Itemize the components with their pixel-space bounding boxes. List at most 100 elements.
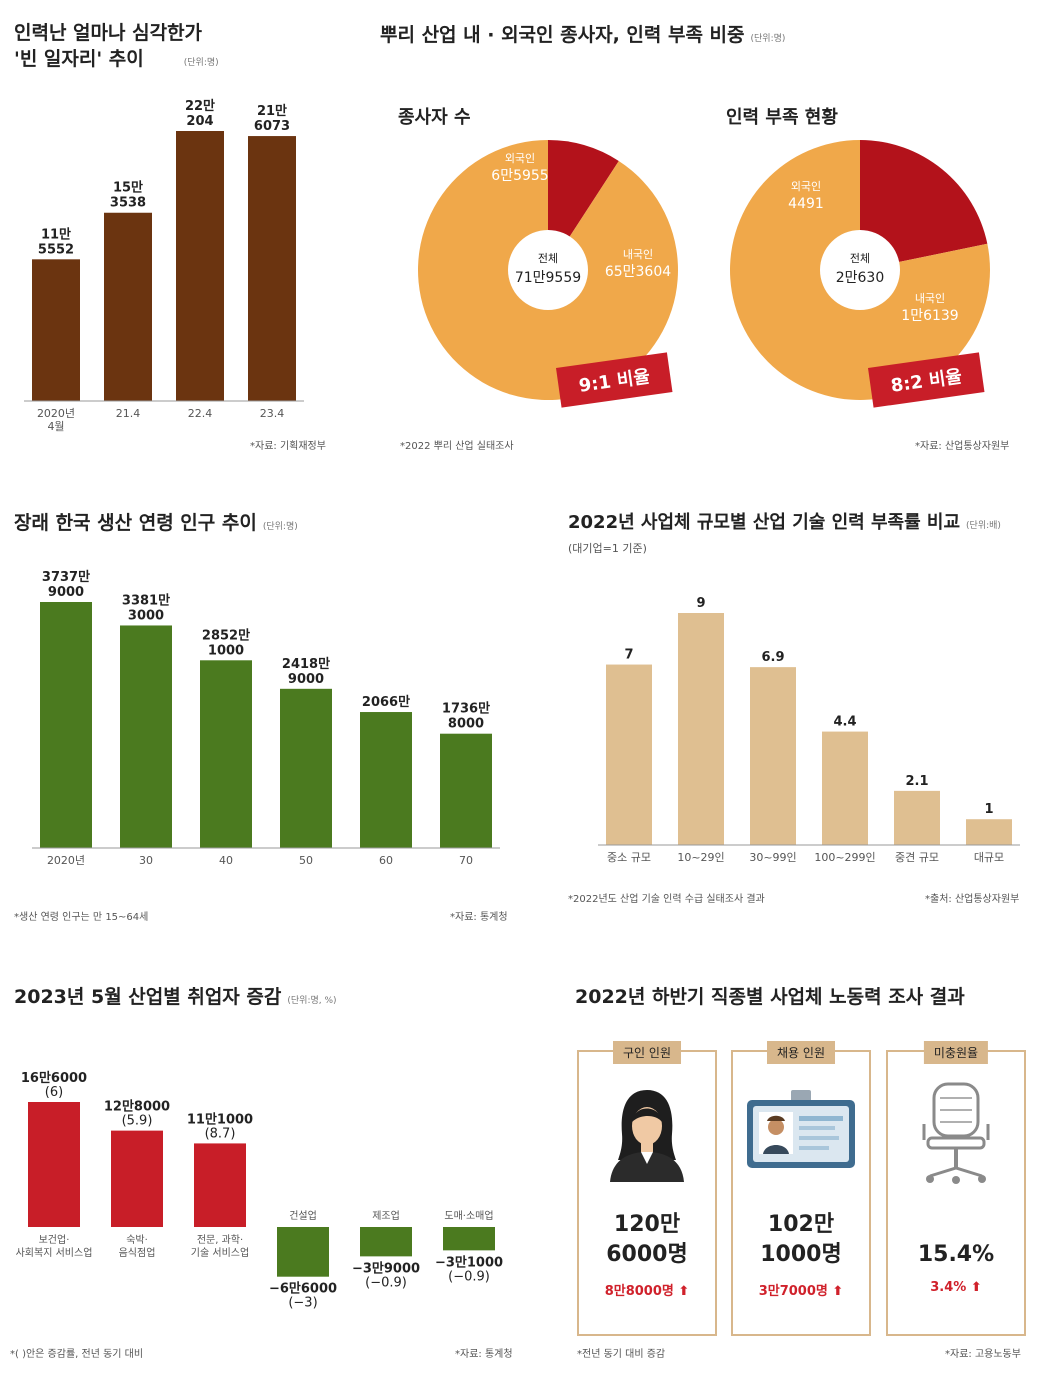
panel1-title-line1: 인력난 얼마나 심각한가 xyxy=(14,22,203,44)
data-label-shortage_rate-5: 1 xyxy=(984,802,993,817)
bar-population-5 xyxy=(440,733,492,848)
data-label-shortage_rate-3: 4.4 xyxy=(833,715,856,730)
tick-label-population-4: 60 xyxy=(379,854,393,867)
data-label-population-3: 2418만 xyxy=(282,656,330,672)
tick-label-employment-3: 건설업 xyxy=(289,1209,317,1222)
panel5-title-text: 2023년 5월 산업별 취업자 증감 xyxy=(14,986,282,1008)
panel4-unit: (단위:배) xyxy=(966,521,1001,531)
data-label-vacancy-2: 204 xyxy=(186,114,213,129)
bar-employment-4 xyxy=(360,1227,412,1257)
panel6-title: 2022년 하반기 직종별 사업체 노동력 조사 결과 xyxy=(575,986,965,1008)
tick-label-employment-5: 도매·소매업 xyxy=(444,1209,493,1222)
data-label-vacancy-0: 5552 xyxy=(38,242,74,257)
panel3-unit: (단위:명) xyxy=(262,522,298,532)
data-label-population-1: 3000 xyxy=(128,608,164,623)
up-arrow-icon: ⬆ xyxy=(678,1284,690,1299)
bar-employment-1 xyxy=(111,1130,163,1227)
panel5-source: *자료: 통계청 xyxy=(455,1349,513,1360)
tick-label-employment-2: 기술 서비스업 xyxy=(191,1246,249,1259)
job-openings-change: 8만8000명 ⬆ xyxy=(579,1280,715,1299)
donut2-title: 인력 부족 현황 xyxy=(726,107,838,128)
tick-label-vacancy-3: 23.4 xyxy=(260,407,285,420)
panel5-unit: (단위:명, %) xyxy=(287,996,337,1006)
bar-population-1 xyxy=(120,625,172,848)
tick-label-shortage_rate-4: 중견 규모 xyxy=(895,851,939,864)
bar-shortage_rate-3 xyxy=(822,731,868,845)
slice-value-shortage-0: 4491 xyxy=(788,196,824,212)
panel5-title: 2023년 5월 산업별 취업자 증감 (단위:명, %) xyxy=(14,982,337,1009)
bar-vacancy-0 xyxy=(32,259,80,401)
data-label-vacancy-3: 6073 xyxy=(254,119,290,134)
slice-value-shortage-1: 1만6139 xyxy=(901,308,958,324)
bar-employment-0 xyxy=(28,1102,80,1227)
panel4-note: *2022년도 산업 기술 인력 수급 실태조사 결과 xyxy=(568,894,765,905)
bar-shortage_rate-0 xyxy=(606,664,652,845)
job-openings-card: 구인 인원 120만 6000명 8만8000명 ⬆ xyxy=(577,1041,717,1336)
unfilled-rate-change-text: 3.4% xyxy=(930,1280,967,1295)
data-label-shortage_rate-0: 7 xyxy=(624,648,633,663)
tick-label-vacancy-0: 4월 xyxy=(47,420,64,433)
unfilled-rate-value-line2: 15.4% xyxy=(917,1242,995,1267)
hires-value-line2: 1000명 xyxy=(760,1242,842,1267)
bar-shortage_rate-1 xyxy=(678,613,724,845)
hires-change: 3만7000명 ⬆ xyxy=(733,1280,869,1299)
tick-label-shortage_rate-2: 30~99인 xyxy=(749,851,796,864)
panel4-title-text: 2022년 사업체 규모별 산업 기술 인력 부족률 비교 xyxy=(568,512,961,533)
data-label-population-0: 3737만 xyxy=(42,569,90,585)
chair-icon xyxy=(922,1082,990,1184)
ratio-badge-bg-workers xyxy=(556,352,673,408)
data-label-shortage_rate-2: 6.9 xyxy=(761,650,784,665)
tick-label-employment-1: 음식점업 xyxy=(119,1246,156,1259)
data-label-shortage_rate-4: 2.1 xyxy=(905,774,928,789)
bar-employment-5 xyxy=(443,1227,495,1251)
bar-shortage_rate-2 xyxy=(750,667,796,845)
hires-tab: 채용 인원 xyxy=(767,1041,835,1064)
center-value-shortage: 2만630 xyxy=(836,270,885,286)
person-icon xyxy=(610,1090,684,1182)
up-arrow-icon: ⬆ xyxy=(832,1284,844,1299)
tick-label-population-3: 50 xyxy=(299,854,313,867)
slice-value-workers-0: 6만5955 xyxy=(491,168,548,184)
employment-change-chart: 16만6000(6) 보건업·사회복지 서비스업 12만8000(5.9) 숙박·음식… xyxy=(16,1070,503,1311)
bar-population-0 xyxy=(40,602,92,848)
data-label-employment-3: −6만6000 xyxy=(269,1281,337,1297)
panel1-title-line2: '빈 일자리' 추이 (단위:명) xyxy=(14,46,219,76)
slice-label-workers-1: 내국인 xyxy=(623,248,653,261)
slice-label-workers-0: 외국인 xyxy=(505,152,535,165)
slice-value-workers-1: 65만3604 xyxy=(605,264,671,280)
panel6-note: *전년 동기 대비 증감 xyxy=(577,1349,666,1360)
panel2-source-left: *2022 뿌리 산업 실태조사 xyxy=(400,441,514,452)
panel1-title: 인력난 얼마나 심각한가 '빈 일자리' 추이 (단위:명) xyxy=(14,20,219,76)
data-label-employment-0: 16만6000 xyxy=(21,1070,87,1086)
unfilled-rate-card: 미충원율 15.4% 3.4% ⬆ xyxy=(886,1041,1026,1336)
tick-label-employment-1: 숙박· xyxy=(126,1234,148,1246)
data-label-population-4: 2066만 xyxy=(362,694,410,710)
panel1-source: *자료: 기획재정부 xyxy=(250,441,326,452)
shortage-donut: 전체 2만630 외국인 4491 내국인 1만6139 8:2 비율 xyxy=(730,140,990,408)
data-label-population-2: 2852만 xyxy=(202,627,250,643)
slice-label-shortage-1: 내국인 xyxy=(915,292,945,305)
slice-shortage-0 xyxy=(860,140,988,270)
data-label-employment-4: −3만9000 xyxy=(352,1260,420,1276)
data-label-vacancy-3: 21만 xyxy=(257,103,287,119)
center-label-workers: 전체 xyxy=(538,252,558,265)
panel5-note: *( )안은 증감률, 전년 동기 대비 xyxy=(10,1349,144,1360)
data-label-employment-rate-5: (−0.9) xyxy=(448,1269,490,1284)
data-label-population-5: 8000 xyxy=(448,717,484,732)
panel4-title: 2022년 사업체 규모별 산업 기술 인력 부족률 비교 (단위:배) xyxy=(568,508,1001,534)
ratio-badge-shortage: 8:2 비율 xyxy=(868,352,985,408)
panel4-subtitle: (대기업=1 기준) xyxy=(568,542,647,555)
bar-employment-2 xyxy=(194,1143,246,1227)
ratio-badge-bg-shortage xyxy=(868,352,985,408)
ratio-badge-workers: 9:1 비율 xyxy=(556,352,673,408)
hires-card: 채용 인원 102만 1000명 3만7000명 ⬆ xyxy=(731,1041,871,1336)
tick-label-population-2: 40 xyxy=(219,854,233,867)
bar-employment-3 xyxy=(277,1227,329,1277)
donut1-title: 종사자 수 xyxy=(398,107,471,128)
data-label-employment-1: 12만8000 xyxy=(104,1099,170,1115)
tick-label-population-1: 30 xyxy=(139,854,153,867)
data-label-employment-rate-3: (−3) xyxy=(288,1296,317,1311)
data-label-population-3: 9000 xyxy=(288,672,324,687)
bar-population-3 xyxy=(280,688,332,848)
